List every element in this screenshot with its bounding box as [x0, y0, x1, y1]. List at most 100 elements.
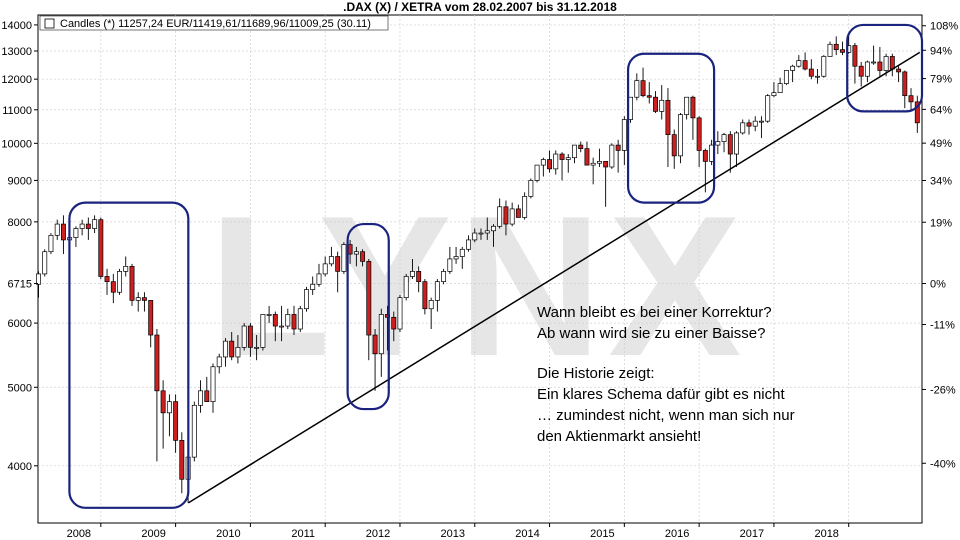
candle-body	[734, 132, 739, 155]
candle-body	[403, 276, 409, 299]
candle-up	[117, 268, 122, 295]
candle-down	[179, 432, 185, 494]
candle-body	[310, 283, 316, 290]
candle-down	[584, 141, 590, 166]
candle-up	[322, 256, 328, 277]
candle-body	[740, 122, 746, 134]
candle-body	[459, 248, 465, 257]
candle-body	[48, 234, 54, 253]
y-tick-label-left: 13000	[1, 46, 32, 58]
candle-body	[42, 251, 48, 275]
highlight-box	[68, 201, 190, 509]
candle-down	[173, 394, 179, 453]
x-tick-label: 2017	[740, 528, 764, 540]
candle-up	[441, 268, 447, 285]
candle-up	[266, 305, 272, 324]
candle-body	[677, 114, 683, 157]
candle-down	[366, 258, 372, 361]
candle-up	[54, 219, 60, 240]
candle-body	[92, 219, 98, 229]
annotation-line: Die Historie zeigt:	[537, 365, 655, 382]
y-tick-label-right: 64%	[930, 104, 952, 116]
candle-down	[858, 61, 864, 87]
candle-body	[54, 223, 60, 236]
candle-up	[478, 228, 484, 240]
candle-body	[702, 150, 708, 162]
candle-up	[677, 113, 683, 164]
candle-up	[572, 144, 577, 164]
y-tick-label-left: 8000	[8, 217, 32, 229]
candle-up	[752, 116, 758, 132]
candle-body	[777, 83, 783, 93]
candle-up	[285, 308, 291, 330]
candle-down	[908, 88, 914, 110]
candle-body	[497, 206, 503, 227]
candle-up	[353, 246, 359, 267]
axes-group: 14000 13000 12000 11000 10000 9000 8000 6715 600…	[1, 20, 958, 540]
candle-down	[391, 311, 397, 342]
candle-up	[528, 178, 534, 199]
candle-body	[36, 273, 41, 285]
candle-body	[646, 95, 652, 98]
candle-body	[353, 251, 359, 255]
candle-up	[765, 94, 771, 123]
candle-up	[522, 192, 528, 220]
candle-down	[665, 88, 671, 167]
candle-body	[491, 225, 496, 232]
trendline	[187, 51, 921, 504]
candle-body	[765, 95, 771, 122]
candle-body	[229, 340, 235, 358]
candle-up	[447, 246, 453, 274]
y-tick-label-left: 12000	[1, 74, 32, 86]
candle-body	[584, 148, 590, 166]
chart-title: .DAX (X) / XETRA vom 28.02.2007 bis 31.1…	[343, 0, 617, 14]
candle-up	[403, 273, 409, 301]
candle-body	[596, 161, 602, 164]
candle-body	[572, 144, 577, 159]
candle-body	[372, 334, 378, 355]
candle-body	[254, 347, 260, 349]
candle-down	[110, 273, 116, 304]
candle-up	[316, 263, 322, 287]
y-tick-label-right: 0%	[930, 278, 946, 290]
candle-body	[565, 157, 571, 160]
candle-up	[428, 297, 434, 330]
candle-body	[291, 314, 297, 330]
candle-down	[852, 42, 858, 84]
candle-body	[540, 159, 546, 166]
candle-down	[360, 249, 366, 267]
candle-body	[160, 390, 166, 414]
candle-body	[802, 60, 808, 70]
candle-body	[328, 256, 334, 265]
candle-down	[422, 279, 428, 315]
candle-body	[416, 271, 422, 283]
candle-up	[609, 143, 615, 169]
candle-body	[534, 164, 540, 181]
candle-body	[247, 325, 253, 348]
annotation-text-block: Wann bleibt es bei einer Korrektur? Ab wa…	[537, 304, 795, 445]
candle-down	[416, 266, 422, 293]
y-tick-label-right: -11%	[930, 320, 955, 332]
candle-up	[434, 279, 440, 312]
candle-down	[547, 150, 553, 173]
candle-body	[653, 96, 658, 112]
candle-body	[808, 68, 814, 77]
candle-up	[135, 292, 141, 312]
candle-body	[684, 96, 690, 115]
candle-down	[578, 141, 584, 153]
candle-body	[840, 49, 845, 53]
candle-body	[316, 273, 322, 285]
candle-body	[117, 271, 122, 293]
candle-body	[621, 119, 627, 151]
candle-body	[279, 325, 285, 328]
candle-up	[827, 41, 833, 57]
candle-up	[191, 401, 197, 462]
candle-body	[522, 196, 528, 218]
candle-body	[640, 80, 646, 97]
candle-down	[60, 215, 66, 255]
candle-body	[204, 390, 210, 402]
candle-body	[515, 208, 521, 218]
candle-up	[92, 215, 98, 234]
candle-down	[335, 251, 341, 293]
candle-up	[821, 55, 827, 78]
